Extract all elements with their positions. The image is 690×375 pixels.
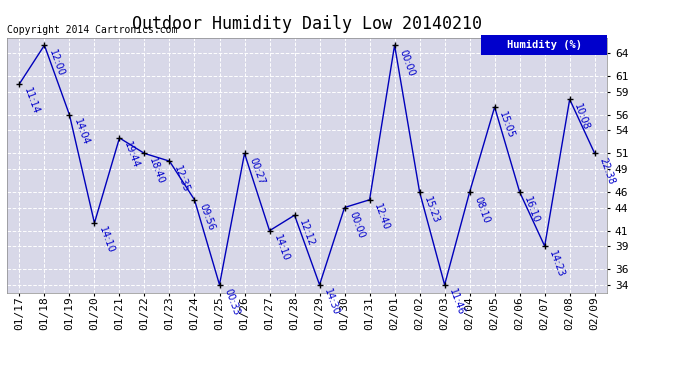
Text: 14:10: 14:10 (273, 234, 291, 263)
Text: 11:46: 11:46 (447, 288, 466, 317)
Text: 00:00: 00:00 (397, 48, 416, 78)
Text: 22:38: 22:38 (598, 156, 616, 186)
Text: 19:44: 19:44 (122, 141, 141, 170)
Text: 11:14: 11:14 (22, 87, 41, 116)
Text: Copyright 2014 Cartronics.com: Copyright 2014 Cartronics.com (7, 25, 177, 35)
Text: 15:05: 15:05 (497, 110, 516, 140)
Text: 00:33: 00:33 (222, 288, 242, 317)
Text: 14:30: 14:30 (322, 288, 342, 317)
Text: 12:40: 12:40 (373, 202, 391, 232)
Text: 14:10: 14:10 (97, 226, 116, 255)
Text: 14:04: 14:04 (72, 117, 91, 147)
Text: 08:10: 08:10 (473, 195, 491, 224)
Text: 00:27: 00:27 (247, 156, 266, 186)
Text: 15:23: 15:23 (422, 195, 442, 225)
Text: 09:56: 09:56 (197, 202, 216, 232)
Text: 10:08: 10:08 (573, 102, 591, 132)
Text: 12:00: 12:00 (47, 48, 66, 78)
Text: 16:10: 16:10 (522, 195, 542, 224)
Text: 18:40: 18:40 (147, 156, 166, 186)
Text: 14:23: 14:23 (547, 249, 566, 279)
Text: 12:12: 12:12 (297, 218, 316, 248)
Title: Outdoor Humidity Daily Low 20140210: Outdoor Humidity Daily Low 20140210 (132, 15, 482, 33)
Text: 00:00: 00:00 (347, 210, 366, 240)
Text: 12:35: 12:35 (172, 164, 191, 194)
